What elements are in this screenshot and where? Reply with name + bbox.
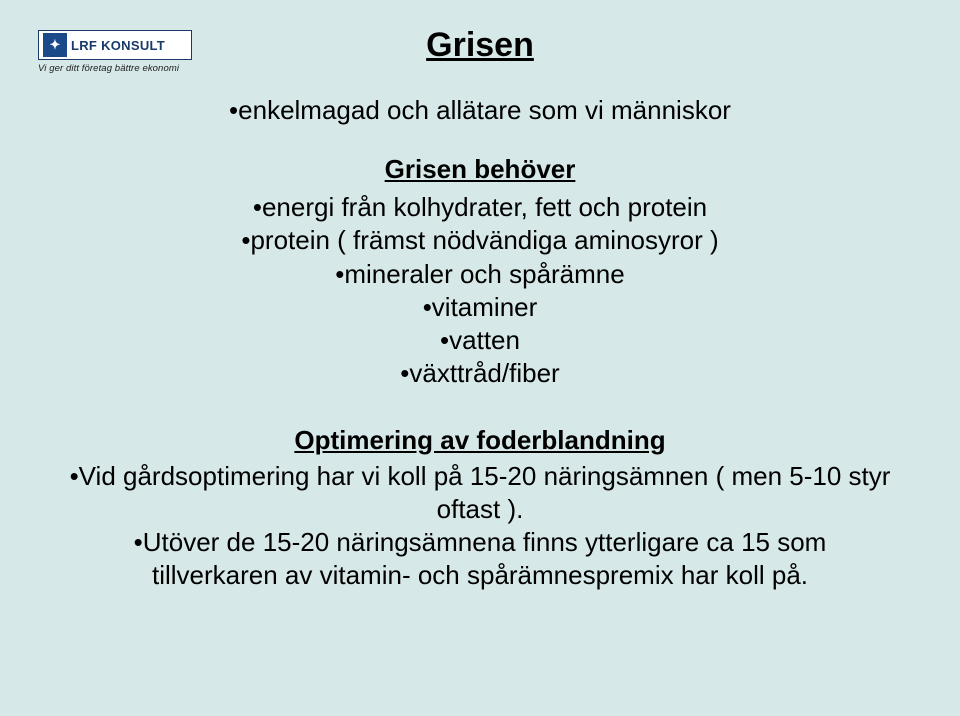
slide: ✦ LRF KONSULT Vi ger ditt företag bättre… xyxy=(0,0,960,716)
list-item: •växttråd/fiber xyxy=(60,357,900,390)
needs-heading: Grisen behöver xyxy=(60,154,900,185)
opt-line: •Utöver de 15-20 näringsämnena finns ytt… xyxy=(60,526,900,559)
list-item: •energi från kolhydrater, fett och prote… xyxy=(60,191,900,224)
opt-line: •Vid gårdsoptimering har vi koll på 15-2… xyxy=(60,460,900,493)
logo-box: ✦ LRF KONSULT xyxy=(38,30,192,60)
logo-diamond-icon: ✦ xyxy=(43,33,67,57)
list-item: •vatten xyxy=(60,324,900,357)
needs-list: •energi från kolhydrater, fett och prote… xyxy=(60,191,900,391)
brand-logo: ✦ LRF KONSULT Vi ger ditt företag bättre… xyxy=(38,30,208,74)
logo-tagline: Vi ger ditt företag bättre ekonomi xyxy=(38,63,208,74)
list-item: •protein ( främst nödvändiga aminosyror … xyxy=(60,224,900,257)
logo-brand-text: LRF KONSULT xyxy=(71,38,165,53)
intro-bullet: •enkelmagad och allätare som vi människo… xyxy=(60,95,900,126)
opt-line: oftast ). xyxy=(60,493,900,526)
list-item: •vitaminer xyxy=(60,291,900,324)
optimization-heading: Optimering av foderblandning xyxy=(60,425,900,456)
list-item: •mineraler och spårämne xyxy=(60,258,900,291)
opt-line: tillverkaren av vitamin- och spårämnespr… xyxy=(60,559,900,592)
